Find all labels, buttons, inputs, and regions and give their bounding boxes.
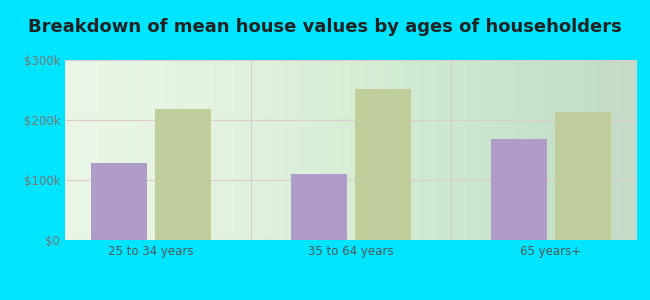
Text: Breakdown of mean house values by ages of householders: Breakdown of mean house values by ages o… [28, 18, 622, 36]
Bar [355, 89, 411, 240]
Bar [555, 112, 611, 240]
Bar [155, 109, 211, 240]
Bar [291, 174, 347, 240]
Bar [91, 163, 147, 240]
Bar [491, 139, 547, 240]
